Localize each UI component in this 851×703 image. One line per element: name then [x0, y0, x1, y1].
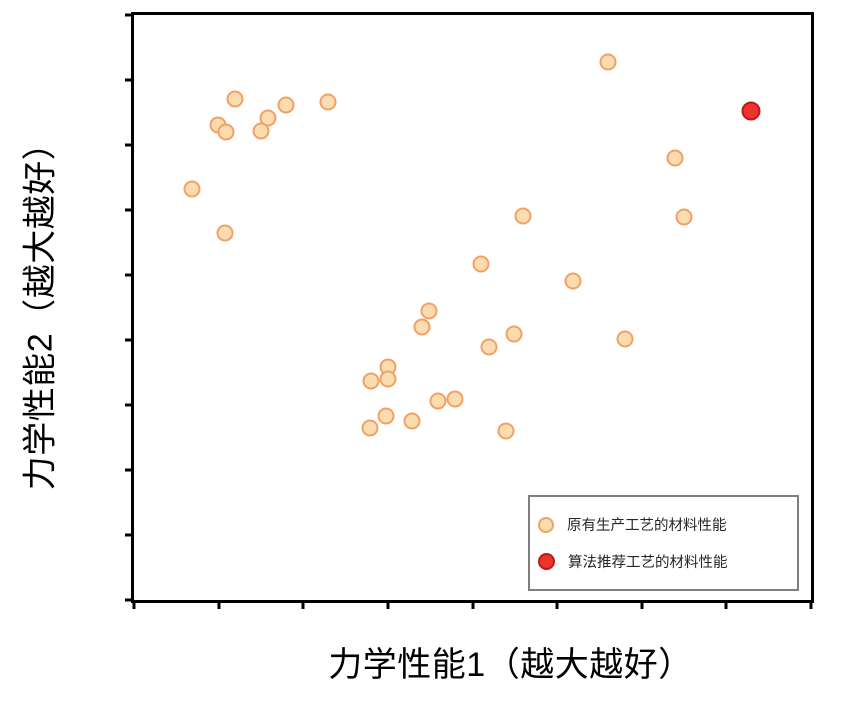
data-point-original — [183, 180, 201, 198]
data-point-original — [362, 372, 380, 390]
data-point-original — [472, 255, 490, 273]
x-tick — [555, 600, 559, 609]
data-point-recommended — [741, 101, 761, 121]
data-point-original — [446, 390, 464, 408]
x-tick — [132, 600, 136, 609]
data-point-original — [480, 338, 498, 356]
data-point-original — [226, 90, 244, 108]
data-point-original — [666, 149, 684, 167]
point-layer — [134, 15, 811, 600]
legend: 原有生产工艺的材料性能 算法推荐工艺的材料性能 — [528, 495, 799, 591]
legend-item-original-process: 原有生产工艺的材料性能 — [538, 514, 791, 535]
data-point-original — [379, 370, 397, 388]
data-point-original — [505, 325, 523, 343]
y-tick — [125, 208, 134, 212]
data-point-original — [252, 122, 270, 140]
data-point-original — [514, 207, 532, 225]
data-point-original — [497, 422, 515, 440]
data-point-original — [429, 392, 447, 410]
data-point-original — [675, 208, 693, 226]
data-point-original — [277, 96, 295, 114]
y-tick — [125, 13, 134, 17]
y-tick — [125, 403, 134, 407]
data-point-original — [420, 302, 438, 320]
y-tick — [125, 468, 134, 472]
x-tick — [809, 600, 813, 609]
y-tick — [125, 143, 134, 147]
y-tick — [125, 533, 134, 537]
y-tick — [125, 273, 134, 277]
data-point-original — [599, 53, 617, 71]
data-point-original — [616, 330, 634, 347]
x-tick — [301, 600, 305, 609]
data-point-original — [377, 407, 395, 425]
tick-layer — [125, 13, 813, 609]
x-tick — [640, 600, 644, 609]
plot-area — [125, 12, 814, 609]
original-process-marker-icon — [538, 516, 554, 533]
legend-item-recommended-process: 算法推荐工艺的材料性能 — [538, 551, 791, 572]
data-point-original — [319, 93, 337, 111]
data-point-original — [564, 272, 582, 290]
data-point-original — [361, 419, 379, 437]
data-point-original — [413, 318, 431, 336]
legend-label-original-process: 原有生产工艺的材料性能 — [567, 518, 727, 535]
y-tick — [125, 78, 134, 82]
y-tick — [125, 598, 134, 602]
x-tick — [724, 600, 728, 609]
data-point-original — [403, 412, 421, 430]
recommended-process-marker-icon — [538, 552, 555, 570]
x-tick — [471, 600, 474, 609]
y-axis-label: 力学性能2（越大越好） — [21, 125, 60, 491]
legend-label-recommended-process: 算法推荐工艺的材料性能 — [568, 554, 728, 571]
data-point-original — [217, 123, 235, 141]
x-tick — [386, 600, 390, 609]
x-tick — [217, 600, 221, 609]
y-tick — [125, 338, 134, 342]
x-axis-label: 力学性能1（越大越好） — [328, 646, 693, 684]
data-point-original — [259, 109, 277, 127]
data-point-original — [216, 224, 234, 242]
